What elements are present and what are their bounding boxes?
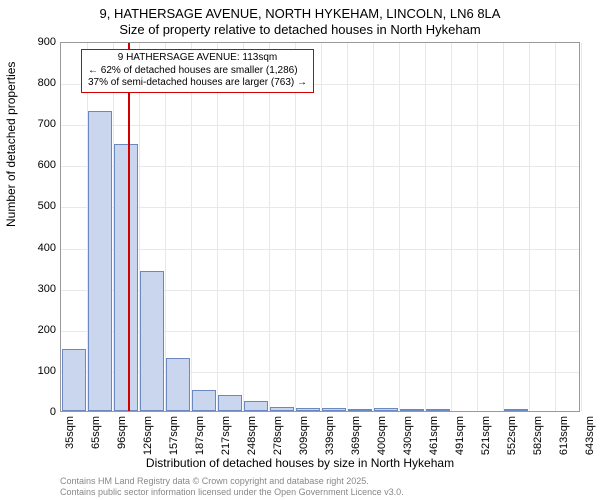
x-tick-label: 157sqm — [168, 416, 180, 466]
gridline-v — [477, 43, 478, 411]
x-tick-label: 339sqm — [324, 416, 336, 466]
x-tick-label: 521sqm — [480, 416, 492, 466]
gridline-v — [503, 43, 504, 411]
histogram-bar — [62, 349, 86, 411]
x-tick-label: 491sqm — [454, 416, 466, 466]
x-tick-label: 96sqm — [116, 416, 128, 466]
chart-title-line2: Size of property relative to detached ho… — [0, 22, 600, 37]
marker-line — [128, 43, 130, 411]
histogram-bar — [426, 409, 450, 411]
x-tick-label: 126sqm — [142, 416, 154, 466]
x-tick-label: 400sqm — [376, 416, 388, 466]
x-tick-label: 278sqm — [272, 416, 284, 466]
gridline-v — [321, 43, 322, 411]
histogram-bar — [400, 409, 424, 411]
x-tick-label: 461sqm — [428, 416, 440, 466]
attribution-line2: Contains public sector information licen… — [60, 487, 404, 497]
histogram-bar — [296, 408, 320, 411]
y-tick-label: 500 — [16, 200, 56, 212]
gridline-v — [399, 43, 400, 411]
x-tick-label: 217sqm — [220, 416, 232, 466]
gridline-v — [347, 43, 348, 411]
annotation-line3: 37% of semi-detached houses are larger (… — [88, 77, 307, 90]
y-tick-label: 900 — [16, 36, 56, 48]
x-tick-label: 248sqm — [246, 416, 258, 466]
gridline-v — [269, 43, 270, 411]
histogram-bar — [88, 111, 112, 411]
x-tick-label: 35sqm — [64, 416, 76, 466]
y-tick-label: 800 — [16, 77, 56, 89]
gridline-v — [581, 43, 582, 411]
gridline-v — [191, 43, 192, 411]
plot-area: 9 HATHERSAGE AVENUE: 113sqm ← 62% of det… — [60, 42, 580, 412]
y-tick-label: 0 — [16, 406, 56, 418]
x-tick-label: 613sqm — [558, 416, 570, 466]
gridline-v — [451, 43, 452, 411]
histogram-bar — [322, 408, 346, 411]
x-tick-label: 187sqm — [194, 416, 206, 466]
y-tick-label: 400 — [16, 242, 56, 254]
histogram-bar — [114, 144, 138, 411]
annotation-line1: 9 HATHERSAGE AVENUE: 113sqm — [88, 52, 307, 65]
y-tick-label: 600 — [16, 159, 56, 171]
gridline-v — [243, 43, 244, 411]
gridline-v — [373, 43, 374, 411]
y-tick-label: 100 — [16, 365, 56, 377]
y-tick-label: 700 — [16, 118, 56, 130]
histogram-bar — [270, 407, 294, 411]
histogram-bar — [348, 409, 372, 411]
x-tick-label: 430sqm — [402, 416, 414, 466]
histogram-bar — [218, 395, 242, 411]
histogram-bar — [166, 358, 190, 411]
y-tick-label: 300 — [16, 283, 56, 295]
histogram-bar — [140, 271, 164, 411]
histogram-bar — [244, 401, 268, 411]
annotation-line2: ← 62% of detached houses are smaller (1,… — [88, 65, 307, 78]
chart-container: 9, HATHERSAGE AVENUE, NORTH HYKEHAM, LIN… — [0, 0, 600, 500]
histogram-bar — [192, 390, 216, 411]
gridline-v — [217, 43, 218, 411]
attribution-line1: Contains HM Land Registry data © Crown c… — [60, 476, 369, 486]
chart-title-line1: 9, HATHERSAGE AVENUE, NORTH HYKEHAM, LIN… — [0, 6, 600, 21]
y-tick-label: 200 — [16, 324, 56, 336]
gridline-v — [529, 43, 530, 411]
x-tick-label: 369sqm — [350, 416, 362, 466]
x-tick-label: 309sqm — [298, 416, 310, 466]
annotation-box: 9 HATHERSAGE AVENUE: 113sqm ← 62% of det… — [81, 49, 314, 93]
x-tick-label: 65sqm — [90, 416, 102, 466]
gridline-v — [425, 43, 426, 411]
gridline-v — [295, 43, 296, 411]
x-tick-label: 582sqm — [532, 416, 544, 466]
histogram-bar — [504, 409, 528, 411]
gridline-v — [555, 43, 556, 411]
gridline-v — [165, 43, 166, 411]
x-tick-label: 552sqm — [506, 416, 518, 466]
x-tick-label: 643sqm — [584, 416, 596, 466]
histogram-bar — [374, 408, 398, 411]
